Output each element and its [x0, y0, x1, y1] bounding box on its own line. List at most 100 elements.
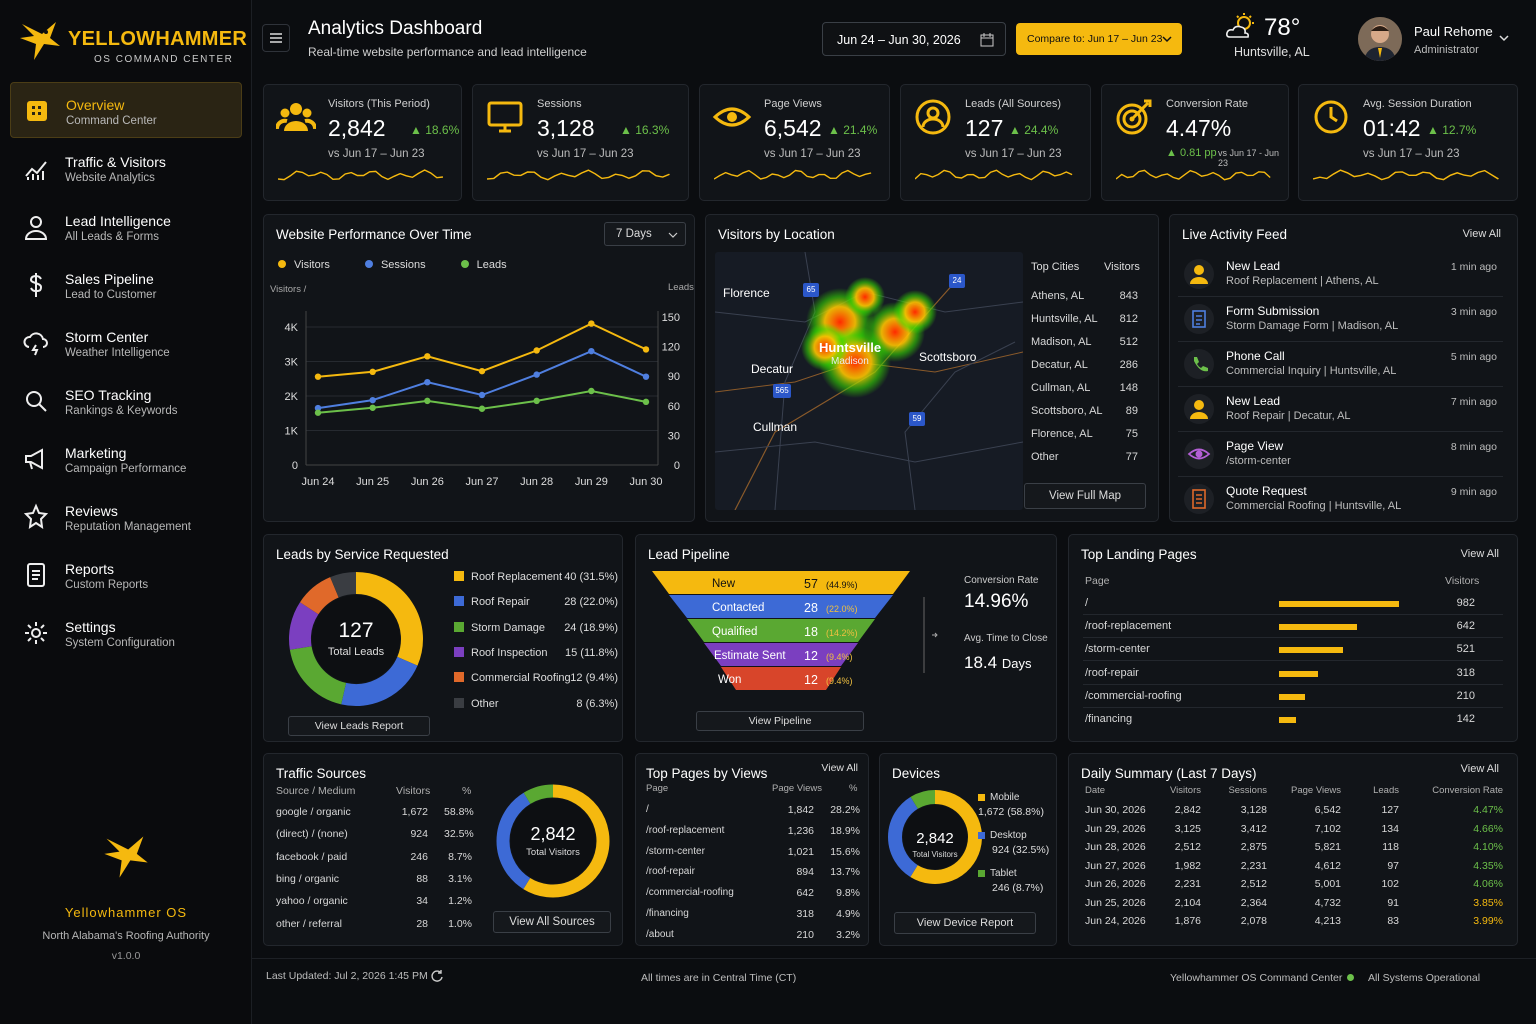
feed-item[interactable]: New Lead Roof Replacement | Athens, AL 1 m… [1178, 253, 1503, 297]
view-pipeline-button[interactable]: View Pipeline [696, 711, 864, 731]
toppage-path[interactable]: /storm-center [646, 845, 705, 857]
toppage-path[interactable]: /financing [646, 908, 689, 919]
sidebar-item-lead-intelligence[interactable]: Lead Intelligence All Leads & Forms [10, 199, 242, 255]
service-value: 28 (22.0%) [564, 596, 618, 609]
view-full-map-button[interactable]: View Full Map [1024, 483, 1146, 509]
row-divider [1083, 706, 1503, 708]
landing-view-all-link[interactable]: View All [1460, 548, 1499, 560]
landing-page-path[interactable]: / [1085, 597, 1089, 609]
brand-logo[interactable]: YELLOWHAMMER OS COMMAND CENTER [14, 16, 247, 68]
cities-col-header: Top Cities [1031, 261, 1080, 273]
feed-icon-bg [1184, 349, 1214, 379]
toppage-views: 318 [796, 908, 814, 920]
daily-cell: 2,512 [1240, 878, 1267, 890]
services-donut-chart [289, 572, 423, 706]
kpi-comparison: vs Jun 17 – Jun 23 [1363, 148, 1460, 160]
sidebar-item-label: Lead Intelligence [65, 213, 171, 229]
traffic-title: Traffic Sources [276, 766, 367, 781]
menu-toggle-button[interactable] [262, 24, 290, 52]
funnel-stage-estimate-sent [704, 643, 858, 666]
device-legend-item: Mobile 1,672 (58.8%) [978, 792, 1044, 818]
daily-cell: 97 [1387, 859, 1399, 872]
sidebar-item-label: Storm Center [65, 329, 149, 345]
landing-page-path[interactable]: /roof-repair [1085, 666, 1139, 679]
kpi-card-avg-session-duration[interactable]: Avg. Session Duration 01:42 ▲ 12.7% vs Jun … [1298, 84, 1518, 201]
feed-item[interactable]: Phone Call Commercial Inquiry | Huntsvill… [1178, 343, 1503, 387]
footer-app-name: Yellowhammer OS Command Center [1170, 972, 1343, 984]
kpi-card-sessions[interactable]: Sessions 3,128 ▲ 16.3% vs Jun 17 – Jun 23 [472, 84, 689, 201]
landing-page-path[interactable]: /financing [1085, 713, 1133, 725]
data-point-leads [369, 404, 376, 411]
sidebar-item-sublabel: Lead to Customer [65, 289, 157, 301]
toppages-col-pct: % [849, 783, 858, 794]
feed-view-all-link[interactable]: View All [1462, 228, 1501, 240]
toppage-path[interactable]: / [646, 804, 649, 815]
daily-cell: Jun 26, 2026 [1085, 878, 1146, 890]
service-legend-item: Commercial Roofing 12 (9.4%) [454, 672, 618, 684]
range-value: 7 Days [616, 228, 652, 240]
feed-item[interactable]: Form Submission Storm Damage Form | Madis… [1178, 298, 1503, 342]
clock-icon [1314, 100, 1348, 134]
kpi-comparison: vs Jun 17 – Jun 23 [537, 148, 634, 160]
legend-swatch [454, 596, 464, 607]
sidebar-item-overview[interactable]: Overview Command Center [10, 82, 242, 138]
sidebar-item-reports[interactable]: Reports Custom Reports [10, 547, 242, 603]
data-point-visitors [478, 367, 486, 375]
sidebar-item-marketing[interactable]: Marketing Campaign Performance [10, 431, 242, 487]
user-icon [1190, 265, 1208, 284]
daily-col-header: Conversion Rate [1432, 785, 1503, 796]
feed-item[interactable]: New Lead Roof Repair | Decatur, AL 7 min a… [1178, 388, 1503, 432]
daily-view-all-link[interactable]: View All [1460, 763, 1499, 775]
date-range-picker[interactable]: Jun 24 – Jun 30, 2026 [822, 22, 1006, 56]
feed-item[interactable]: Page View/storm-center 8 min ago [1178, 433, 1503, 477]
compare-dropdown[interactable]: Compare to: Jun 17 – Jun 23 [1016, 23, 1182, 55]
view-device-report-button[interactable]: View Device Report [894, 912, 1036, 934]
landing-page-path[interactable]: /commercial-roofing [1085, 689, 1182, 702]
sidebar-item-storm-center[interactable]: Storm Center Weather Intelligence [10, 315, 242, 371]
kpi-card-visitors[interactable]: Visitors (This Period) 2,842 ▲ 18.6% vs Jun… [263, 84, 462, 201]
map-label-cullman: Cullman [753, 420, 798, 434]
services-card: Leads by Service Requested 127 Total Lea… [263, 534, 623, 742]
gear-icon [25, 622, 47, 644]
landing-page-path[interactable]: /roof-replacement [1085, 620, 1172, 633]
traffic-visitors: 246 [410, 850, 428, 863]
legend-swatch [454, 621, 464, 632]
refresh-icon[interactable] [430, 969, 444, 983]
sidebar-item-traffic-visitors[interactable]: Traffic & Visitors Website Analytics [10, 140, 242, 196]
footer-tagline: North Alabama's Roofing Authority [42, 930, 210, 942]
feed-icon-bg [1184, 259, 1214, 289]
traffic-visitors: 1,672 [401, 806, 428, 818]
traffic-col-pct: % [462, 785, 472, 797]
toppage-path[interactable]: /roof-repair [646, 866, 695, 878]
grid-icon [27, 101, 47, 121]
landing-page-path[interactable]: /storm-center [1085, 643, 1150, 656]
kpi-label: Leads (All Sources) [965, 98, 1061, 110]
daily-cell: Jun 28, 2026 [1085, 841, 1146, 853]
kpi-card-page-views[interactable]: Page Views 6,542 ▲ 21.4% vs Jun 17 – Jun 23 [699, 84, 890, 201]
kpi-card-leads[interactable]: Leads (All Sources) 127 ▲ 24.4% vs Jun 17 –… [900, 84, 1091, 201]
heat-map[interactable]: Florence Huntsville Madison Scottsboro D… [715, 252, 1023, 510]
view-leads-report-button[interactable]: View Leads Report [288, 716, 430, 736]
user-menu-chevron-icon[interactable] [1498, 33, 1510, 43]
city-visitors: 89 [1125, 405, 1138, 417]
avatar[interactable] [1358, 17, 1402, 61]
kpi-card-conversion-rate[interactable]: Conversion Rate 4.47% ▲ 0.81 pp vs Jun 17 -… [1101, 84, 1289, 201]
sidebar-item-settings[interactable]: Settings System Configuration [10, 605, 242, 661]
toppage-path[interactable]: /about [646, 928, 674, 940]
toppages-view-all-link[interactable]: View All [821, 762, 858, 774]
sidebar-item-reviews[interactable]: Reviews Reputation Management [10, 489, 242, 545]
traffic-pct: 3.1% [448, 872, 472, 885]
kpi-sparkline [1116, 169, 1271, 181]
weather-location: Huntsville, AL [1234, 45, 1310, 59]
feed-item[interactable]: Quote Request Commercial Roofing | Huntsv… [1178, 478, 1503, 522]
funnel-stage-count: 12 [804, 649, 818, 663]
city-visitors: 75 [1125, 428, 1138, 440]
feed-title: Live Activity Feed [1182, 227, 1288, 242]
sidebar-item-seo-tracking[interactable]: SEO Tracking Rankings & Keywords [10, 373, 242, 429]
toppage-path[interactable]: /commercial-roofing [646, 887, 734, 899]
range-dropdown[interactable]: 7 Days [604, 222, 686, 246]
toppage-path[interactable]: /roof-replacement [646, 824, 725, 836]
view-all-sources-button[interactable]: View All Sources [493, 911, 611, 933]
y-left-tick: 4K [285, 322, 299, 334]
sidebar-item-sales-pipeline[interactable]: Sales Pipeline Lead to Customer [10, 257, 242, 313]
